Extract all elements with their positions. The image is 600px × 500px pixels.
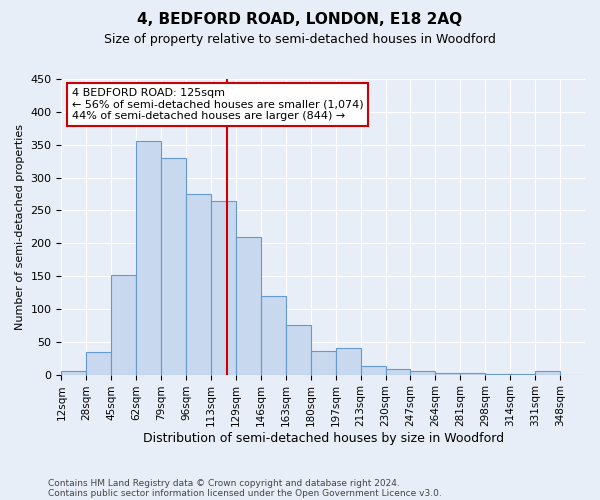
Bar [111, 275, 136, 374]
Bar [61, 372, 86, 374]
Y-axis label: Number of semi-detached properties: Number of semi-detached properties [15, 124, 25, 330]
Text: Contains public sector information licensed under the Open Government Licence v3: Contains public sector information licen… [48, 488, 442, 498]
Bar [361, 366, 386, 374]
Text: Contains HM Land Registry data © Crown copyright and database right 2024.: Contains HM Land Registry data © Crown c… [48, 478, 400, 488]
Text: 4, BEDFORD ROAD, LONDON, E18 2AQ: 4, BEDFORD ROAD, LONDON, E18 2AQ [137, 12, 463, 28]
Bar [186, 194, 211, 374]
Text: Size of property relative to semi-detached houses in Woodford: Size of property relative to semi-detach… [104, 32, 496, 46]
Bar [410, 370, 436, 374]
X-axis label: Distribution of semi-detached houses by size in Woodford: Distribution of semi-detached houses by … [143, 432, 504, 445]
Bar [236, 236, 261, 374]
Bar [86, 352, 111, 374]
Bar [311, 351, 335, 374]
Bar [386, 368, 410, 374]
Bar [261, 296, 286, 374]
Bar [211, 200, 236, 374]
Text: 4 BEDFORD ROAD: 125sqm
← 56% of semi-detached houses are smaller (1,074)
44% of : 4 BEDFORD ROAD: 125sqm ← 56% of semi-det… [72, 88, 364, 121]
Bar [161, 158, 186, 374]
Bar [286, 326, 311, 374]
Bar [335, 348, 361, 374]
Bar [535, 372, 560, 374]
Bar [136, 142, 161, 374]
